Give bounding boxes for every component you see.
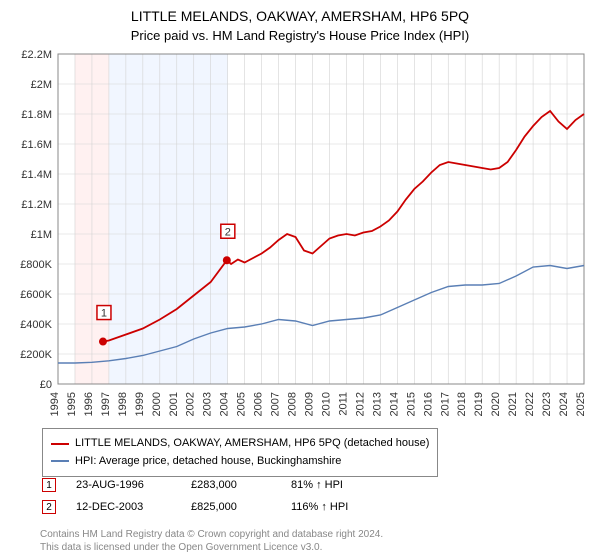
x-tick-label: 2001	[168, 392, 180, 416]
sale-row: 2 12-DEC-2003 £825,000 116% ↑ HPI	[42, 496, 376, 518]
x-tick-label: 2002	[185, 392, 197, 416]
y-tick-label: £2M	[31, 79, 52, 91]
y-tick-label: £400K	[20, 319, 52, 331]
y-tick-label: £600K	[20, 289, 52, 301]
x-tick-label: 2024	[558, 392, 570, 416]
legend-label: LITTLE MELANDS, OAKWAY, AMERSHAM, HP6 5P…	[75, 435, 429, 453]
y-tick-label: £1.6M	[21, 139, 52, 151]
sale-point-label: 1	[101, 308, 107, 320]
y-tick-label: £800K	[20, 259, 52, 271]
x-tick-label: 2023	[541, 392, 553, 416]
sale-point	[223, 256, 231, 264]
legend: LITTLE MELANDS, OAKWAY, AMERSHAM, HP6 5P…	[42, 428, 438, 477]
x-tick-label: 2016	[422, 392, 434, 416]
y-tick-label: £1M	[31, 229, 52, 241]
x-tick-label: 2007	[270, 392, 282, 416]
x-tick-label: 2006	[253, 392, 265, 416]
x-tick-label: 2018	[456, 392, 468, 416]
x-tick-label: 2025	[575, 392, 587, 416]
y-tick-label: £1.8M	[21, 109, 52, 121]
x-tick-label: 2022	[524, 392, 536, 416]
x-tick-label: 1996	[83, 392, 95, 416]
y-tick-label: £1.2M	[21, 199, 52, 211]
footer-line-1: Contains HM Land Registry data © Crown c…	[40, 528, 590, 541]
x-tick-label: 2011	[337, 392, 349, 416]
x-tick-label: 2008	[287, 392, 299, 416]
sale-point	[99, 338, 107, 346]
x-tick-label: 2013	[371, 392, 383, 416]
x-tick-label: 2005	[236, 392, 248, 416]
sale-row-price: £825,000	[191, 501, 271, 513]
legend-item: LITTLE MELANDS, OAKWAY, AMERSHAM, HP6 5P…	[51, 435, 429, 453]
y-tick-label: £1.4M	[21, 169, 52, 181]
x-tick-label: 1999	[134, 392, 146, 416]
x-tick-label: 2020	[490, 392, 502, 416]
x-tick-label: 2021	[507, 392, 519, 416]
sale-row-date: 23-AUG-1996	[76, 479, 171, 491]
x-tick-label: 2015	[405, 392, 417, 416]
y-tick-label: £2.2M	[21, 49, 52, 61]
legend-label: HPI: Average price, detached house, Buck…	[75, 453, 341, 471]
y-tick-label: £200K	[20, 349, 52, 361]
legend-swatch	[51, 460, 69, 462]
x-tick-label: 2003	[202, 392, 214, 416]
sale-point-label: 2	[225, 226, 231, 238]
x-tick-label: 2004	[219, 392, 231, 416]
sale-row-marker: 2	[42, 500, 56, 514]
x-tick-label: 2012	[354, 392, 366, 416]
sale-row-marker: 1	[42, 478, 56, 492]
sale-row-hpi: 81% ↑ HPI	[291, 479, 376, 491]
sale-row-price: £283,000	[191, 479, 271, 491]
x-tick-label: 2014	[388, 392, 400, 416]
legend-swatch	[51, 443, 69, 445]
x-tick-label: 2019	[473, 392, 485, 416]
x-tick-label: 1994	[49, 392, 61, 416]
footer-line-2: This data is licensed under the Open Gov…	[40, 541, 590, 554]
legend-item: HPI: Average price, detached house, Buck…	[51, 453, 429, 471]
price-chart: £0 £200K £400K £600K £800K £1M £1.2M £1.4M £1.6M…	[0, 0, 600, 420]
x-tick-label: 2009	[304, 392, 316, 416]
sale-row: 1 23-AUG-1996 £283,000 81% ↑ HPI	[42, 474, 376, 496]
sales-table: 1 23-AUG-1996 £283,000 81% ↑ HPI 2 12-DEC-200…	[42, 474, 376, 518]
x-tick-label: 2000	[151, 392, 163, 416]
sale-row-date: 12-DEC-2003	[76, 501, 171, 513]
x-tick-label: 1998	[117, 392, 129, 416]
sale-row-hpi: 116% ↑ HPI	[291, 501, 376, 513]
x-tick-label: 1995	[66, 392, 78, 416]
footer-attribution: Contains HM Land Registry data © Crown c…	[40, 528, 590, 554]
x-tick-label: 2017	[439, 392, 451, 416]
x-tick-label: 2010	[320, 392, 332, 416]
x-tick-label: 1997	[100, 392, 112, 416]
y-tick-label: £0	[40, 379, 52, 391]
